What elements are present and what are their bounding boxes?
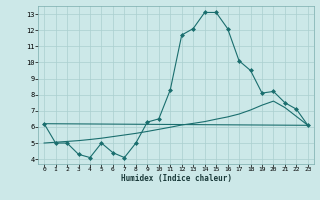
X-axis label: Humidex (Indice chaleur): Humidex (Indice chaleur) bbox=[121, 174, 231, 183]
